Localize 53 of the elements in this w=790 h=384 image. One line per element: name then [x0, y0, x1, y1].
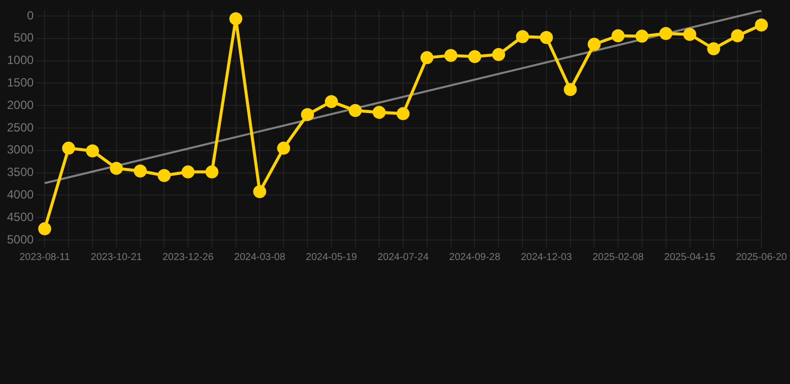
x-tick-label: 2024-07-24: [377, 252, 430, 263]
point: [612, 29, 625, 42]
point: [683, 28, 696, 41]
y-tick-label: 4500: [6, 210, 34, 224]
x-tick-label: 2025-06-20: [736, 252, 788, 263]
point: [635, 30, 648, 43]
point: [62, 142, 76, 155]
y-tick-label: 1000: [6, 53, 34, 68]
point: [444, 48, 458, 62]
point: [754, 18, 768, 32]
x-tick-label: 2025-04-15: [664, 252, 716, 263]
y-tick-label: 2500: [6, 120, 34, 134]
point: [396, 107, 410, 120]
point: [420, 51, 434, 64]
point: [372, 106, 386, 119]
point: [468, 50, 482, 64]
point: [300, 108, 314, 122]
point: [564, 82, 577, 96]
y-tick-label: 2000: [6, 98, 34, 112]
point: [158, 168, 171, 182]
point: [205, 165, 218, 178]
point: [492, 48, 506, 62]
y-tick-label: 1500: [6, 76, 34, 90]
point: [86, 144, 99, 158]
x-tick-label: 2023-10-21: [90, 252, 142, 263]
x-tick-label: 2024-03-08: [234, 252, 286, 263]
point: [277, 142, 290, 155]
x-tick-label: 2025-02-08: [592, 252, 644, 263]
point: [540, 31, 553, 44]
x-tick-label: 2024-12-03: [520, 252, 572, 263]
point: [182, 165, 195, 178]
point: [707, 42, 720, 56]
y-tick-label: 3000: [6, 142, 34, 157]
x-tick-label: 2023-12-26: [162, 252, 214, 263]
point: [588, 38, 601, 51]
x-tick-label: 2024-09-28: [449, 252, 501, 263]
point: [659, 26, 672, 40]
x-tick-label: 2024-05-19: [306, 252, 358, 263]
point: [38, 222, 52, 236]
point: [348, 104, 362, 118]
point: [229, 12, 242, 26]
y-tick-label: 4000: [6, 188, 34, 202]
point: [324, 95, 338, 108]
point: [731, 29, 744, 42]
y-tick-label: 5000: [6, 232, 34, 246]
point: [134, 164, 147, 178]
point: [516, 30, 530, 44]
y-tick-label: 3500: [6, 165, 34, 180]
point: [253, 185, 266, 198]
x-tick-label: 2023-08-11: [19, 252, 70, 263]
point: [110, 162, 123, 175]
y-tick-label: 0: [27, 8, 34, 22]
y-tick-label: 500: [14, 30, 34, 45]
